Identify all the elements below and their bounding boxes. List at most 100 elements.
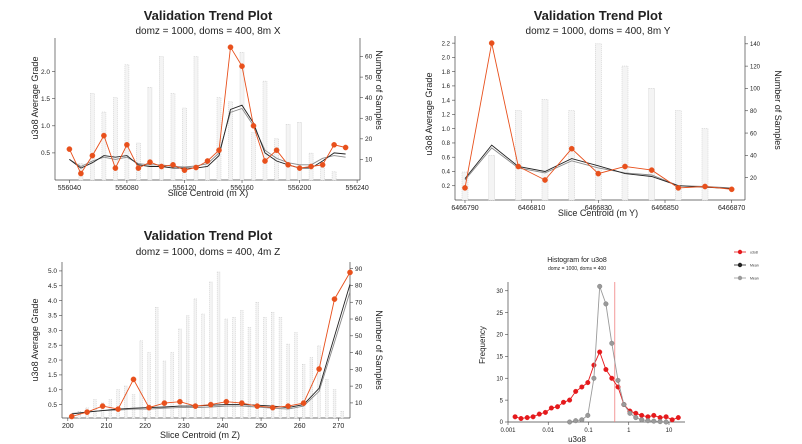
sample-count-bar [251, 132, 256, 181]
x-tick-label: 270 [333, 423, 345, 430]
x-tick-label: 6466850 [651, 205, 678, 212]
data-point-grey [651, 418, 657, 424]
data-point-composites [216, 147, 222, 153]
data-point-grey [603, 301, 609, 307]
y-tick-label: 20 [496, 333, 503, 339]
x-tick-label: 556160 [230, 185, 253, 192]
y-tick-label: 15 [496, 355, 503, 361]
sample-count-bar [514, 110, 522, 201]
y-tick-label: 1.4 [442, 98, 451, 104]
x-axis-label: Slice Centroid (m X) [168, 188, 249, 198]
sample-count-bar [325, 379, 329, 419]
data-point-composites [285, 403, 291, 409]
data-point-composites [227, 44, 234, 51]
x-tick-label: 0.001 [500, 428, 516, 434]
sample-count-bar [193, 56, 199, 181]
y-tick-label: 0.4 [442, 170, 451, 176]
data-point-composites [238, 400, 245, 406]
legend-label-grey: Mean [750, 277, 759, 281]
y-tick-label: 1.0 [41, 123, 50, 130]
y-tick-label: 1.5 [48, 372, 57, 379]
x-tick-label: 556240 [345, 185, 368, 192]
chart-title: Validation Trend Plot [144, 8, 273, 23]
data-point-composites [204, 158, 211, 164]
y2-tick-label: 80 [750, 109, 757, 115]
y2-tick-label: 60 [355, 316, 363, 323]
data-point-grey [573, 418, 579, 424]
y-tick-label: 2.0 [41, 69, 50, 76]
x-tick-label: 0.01 [542, 428, 554, 434]
y2-tick-label: 40 [750, 154, 757, 160]
sample-count-bar [247, 327, 252, 419]
data-point-red [651, 412, 657, 418]
data-point-red [585, 380, 591, 386]
x-tick-label: 210 [101, 423, 113, 430]
y-tick-label: 1.5 [41, 96, 50, 103]
data-point-red [633, 410, 639, 416]
x-axis-label: Slice Centroid (m Z) [160, 430, 240, 440]
y-tick-label: 0.2 [442, 184, 451, 190]
data-point-composites [158, 163, 165, 170]
sample-count-bar [648, 88, 656, 201]
x-tick-label: 240 [217, 423, 229, 430]
y-tick-label: 0.5 [41, 150, 50, 157]
data-point-red [597, 349, 603, 355]
data-point-composites [135, 165, 142, 171]
sample-count-bar [101, 111, 107, 181]
y-tick-label: 2.5 [48, 342, 57, 349]
x-tick-label: 6466790 [451, 205, 478, 212]
data-point-grey [579, 417, 585, 423]
x-axis-label: Slice Centroid (m Y) [558, 208, 638, 218]
y2-tick-label: 20 [365, 136, 373, 143]
data-point-composites [269, 404, 276, 411]
data-point-composites [675, 185, 682, 191]
sample-count-bar [170, 93, 176, 181]
data-point-red [663, 414, 669, 420]
x-tick-label: 1 [627, 428, 631, 434]
sample-count-bar [239, 52, 245, 181]
sample-count-bar [274, 138, 279, 181]
x-tick-label: 556080 [115, 185, 138, 192]
sample-count-bar [621, 65, 629, 201]
y2-tick-label: 30 [365, 115, 373, 122]
data-point-composites [347, 269, 353, 276]
chart-title: Validation Trend Plot [534, 8, 663, 23]
sample-count-bar [340, 410, 344, 419]
sample-count-bar [159, 56, 164, 181]
data-point-grey [567, 419, 573, 425]
x-tick-label: 0.1 [584, 428, 593, 434]
y-tick-label: 0.5 [48, 402, 57, 409]
data-point-composites [648, 167, 655, 173]
data-point-red [639, 412, 645, 418]
data-point-composites [78, 170, 84, 177]
sample-count-bar [331, 171, 337, 181]
y-tick-label: 4.5 [48, 283, 57, 290]
x-tick-label: 556120 [173, 185, 196, 192]
data-point-red [579, 384, 585, 390]
data-point-composites [181, 167, 188, 173]
sample-count-bar [124, 64, 130, 181]
data-point-grey [609, 340, 615, 346]
sample-count-bar [124, 385, 128, 419]
data-point-red [669, 417, 675, 423]
data-point-composites [115, 406, 121, 412]
data-point-composites [112, 165, 119, 171]
sample-count-bar [216, 271, 221, 419]
sample-count-bar [131, 394, 136, 419]
data-point-composites [622, 163, 628, 170]
data-point-composites [193, 164, 199, 171]
y2-tick-label: 90 [355, 266, 363, 273]
y2-tick-label: 80 [355, 283, 363, 290]
data-point-grey [585, 412, 591, 418]
sample-count-bar [297, 122, 302, 181]
sample-count-bar [116, 389, 120, 419]
sample-count-bar [178, 328, 182, 419]
y-tick-label: 1.6 [442, 84, 451, 90]
y-tick-label: 2.2 [442, 41, 451, 47]
y-tick-label: 3.5 [48, 313, 57, 320]
data-point-grey [663, 419, 669, 425]
sample-count-bar [113, 97, 118, 181]
sample-count-bar [301, 363, 306, 419]
data-point-red [518, 416, 524, 422]
y-tick-label: 5 [500, 398, 504, 404]
